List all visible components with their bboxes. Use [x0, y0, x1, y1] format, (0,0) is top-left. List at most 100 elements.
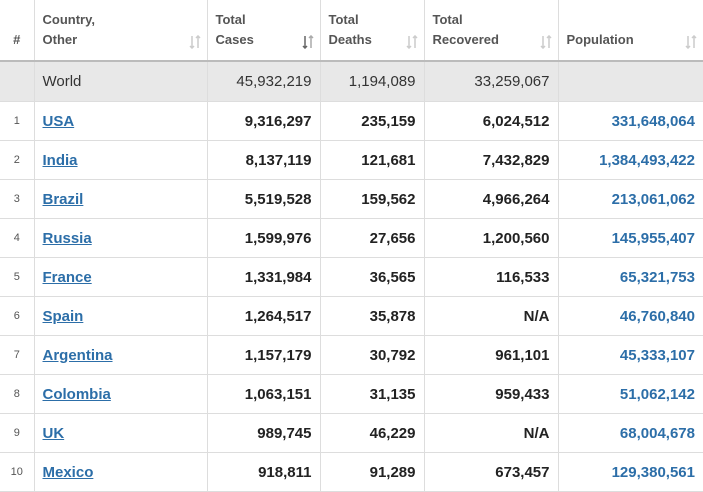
- recovered-cell: 116,533: [424, 257, 559, 297]
- sort-icon: [188, 35, 201, 49]
- population-link[interactable]: 51,062,142: [619, 385, 695, 403]
- population-cell: 1,384,493,422: [558, 140, 703, 180]
- country-row: 5 France 1,331,984 36,565 116,533 65,321,753: [0, 257, 703, 297]
- deaths-cell: 91,289: [320, 452, 425, 492]
- population-link[interactable]: 213,061,062: [611, 190, 695, 208]
- deaths-cell: 35,878: [320, 296, 425, 336]
- country-link[interactable]: France: [42, 268, 92, 286]
- country-cell: India: [34, 140, 208, 180]
- recovered-cell: 7,432,829: [424, 140, 559, 180]
- population-link[interactable]: 1,384,493,422: [599, 151, 695, 169]
- recovered-cell: 961,101: [424, 335, 559, 375]
- recovered-cell: 33,259,067: [424, 61, 559, 102]
- header-text: Cases: [215, 32, 254, 47]
- population-link[interactable]: 145,955,407: [611, 229, 695, 247]
- recovered-cell: 673,457: [424, 452, 559, 492]
- rank-cell: [0, 61, 35, 102]
- country-link[interactable]: India: [42, 151, 78, 169]
- cases-cell: 9,316,297: [207, 101, 321, 141]
- rank-cell: 3: [0, 179, 35, 219]
- country-cell: Russia: [34, 218, 208, 258]
- rank-cell: 9: [0, 413, 35, 453]
- deaths-cell: 27,656: [320, 218, 425, 258]
- country-cell: Colombia: [34, 374, 208, 414]
- country-link[interactable]: Argentina: [42, 346, 113, 364]
- country-row: 1 USA 9,316,297 235,159 6,024,512 331,648,064: [0, 101, 703, 141]
- population-link[interactable]: 68,004,678: [619, 424, 695, 442]
- recovered-cell: 1,200,560: [424, 218, 559, 258]
- recovered-cell: 4,966,264: [424, 179, 559, 219]
- header-text: Population: [566, 32, 634, 47]
- deaths-cell: 31,135: [320, 374, 425, 414]
- population-link[interactable]: 65,321,753: [619, 268, 695, 286]
- cases-cell: 1,331,984: [207, 257, 321, 297]
- deaths-cell: 30,792: [320, 335, 425, 375]
- country-link[interactable]: Brazil: [42, 190, 84, 208]
- header-text: Other: [42, 32, 78, 47]
- column-header[interactable]: Country, Other: [34, 0, 208, 62]
- cases-cell: 918,811: [207, 452, 321, 492]
- cases-cell: 45,932,219: [207, 61, 321, 102]
- country-row: 6 Spain 1,264,517 35,878 N/A 46,760,840: [0, 296, 703, 336]
- rank-cell: 8: [0, 374, 35, 414]
- deaths-cell: 235,159: [320, 101, 425, 141]
- population-cell: 145,955,407: [558, 218, 703, 258]
- column-header[interactable]: Total Deaths: [320, 0, 425, 62]
- sort-icon: [539, 35, 552, 49]
- cases-cell: 1,157,179: [207, 335, 321, 375]
- rank-cell: 4: [0, 218, 35, 258]
- rank-cell: 7: [0, 335, 35, 375]
- header-text: #: [13, 32, 21, 47]
- country-cell: France: [34, 257, 208, 297]
- deaths-cell: 36,565: [320, 257, 425, 297]
- deaths-cell: 46,229: [320, 413, 425, 453]
- cases-cell: 989,745: [207, 413, 321, 453]
- country-link[interactable]: USA: [42, 112, 75, 130]
- column-header[interactable]: Population: [558, 0, 703, 62]
- country-row: 10 Mexico 918,811 91,289 673,457 129,380,561: [0, 452, 703, 492]
- header-text: Deaths: [328, 32, 372, 47]
- recovered-cell: 959,433: [424, 374, 559, 414]
- header-text: Total: [432, 12, 463, 27]
- rank-cell: 1: [0, 101, 35, 141]
- country-cell: USA: [34, 101, 208, 141]
- recovered-cell: 6,024,512: [424, 101, 559, 141]
- rank-cell: 2: [0, 140, 35, 180]
- header-text: Recovered: [432, 32, 499, 47]
- deaths-cell: 1,194,089: [320, 61, 425, 102]
- country-row: 3 Brazil 5,519,528 159,562 4,966,264 213,061,…: [0, 179, 703, 219]
- sort-icon: [301, 35, 314, 49]
- country-cell: World: [34, 61, 208, 102]
- rank-cell: 5: [0, 257, 35, 297]
- population-link[interactable]: 45,333,107: [619, 346, 695, 364]
- country-link[interactable]: Colombia: [42, 385, 111, 403]
- country-row: 9 UK 989,745 46,229 N/A 68,004,678: [0, 413, 703, 453]
- country-link[interactable]: Spain: [42, 307, 84, 325]
- table-body: World 45,932,219 1,194,089 33,259,067 1 USA 9,…: [0, 61, 703, 492]
- table-header: # Country, Other Total Cases Total Deaths Total…: [0, 0, 703, 62]
- population-link[interactable]: 331,648,064: [611, 112, 695, 130]
- rank-cell: 10: [0, 452, 35, 492]
- country-cell: Argentina: [34, 335, 208, 375]
- cases-cell: 8,137,119: [207, 140, 321, 180]
- column-header[interactable]: Total Recovered: [424, 0, 559, 62]
- column-header: #: [0, 0, 35, 62]
- population-link[interactable]: 129,380,561: [611, 463, 695, 481]
- sort-icon: [685, 35, 697, 49]
- population-cell: 213,061,062: [558, 179, 703, 219]
- country-link[interactable]: Russia: [42, 229, 92, 247]
- population-cell: [558, 61, 703, 102]
- recovered-cell: N/A: [424, 413, 559, 453]
- column-header[interactable]: Total Cases: [207, 0, 321, 62]
- header-text: Total: [215, 12, 246, 27]
- deaths-cell: 159,562: [320, 179, 425, 219]
- country-row: 8 Colombia 1,063,151 31,135 959,433 51,062,14…: [0, 374, 703, 414]
- country-link[interactable]: UK: [42, 424, 65, 442]
- deaths-cell: 121,681: [320, 140, 425, 180]
- country-cell: Brazil: [34, 179, 208, 219]
- cases-cell: 5,519,528: [207, 179, 321, 219]
- population-link[interactable]: 46,760,840: [619, 307, 695, 325]
- population-cell: 68,004,678: [558, 413, 703, 453]
- country-link[interactable]: Mexico: [42, 463, 94, 481]
